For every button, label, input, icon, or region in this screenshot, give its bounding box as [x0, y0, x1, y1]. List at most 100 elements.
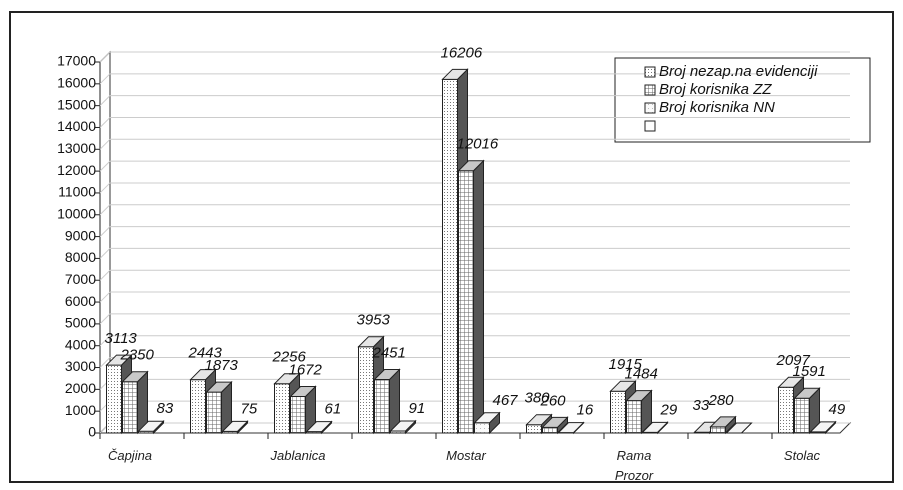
y-tick-label: 11000 — [58, 184, 96, 200]
bar — [794, 397, 810, 434]
bar-side — [473, 159, 484, 435]
legend-swatch — [644, 84, 656, 96]
data-label: 380 — [525, 390, 551, 407]
grid-line — [99, 160, 111, 172]
y-tick-label: 0 — [88, 424, 96, 440]
data-label: 49 — [829, 401, 846, 418]
y-tick-label: 15000 — [57, 96, 96, 112]
data-label: 2350 — [120, 347, 155, 364]
y-tick-label: 5000 — [65, 315, 96, 331]
data-label: 75 — [241, 400, 258, 417]
legend-label: Broj korisnika NN — [659, 99, 775, 116]
bar-top — [273, 373, 301, 385]
legend-label: Broj nezap.na evidenciji — [659, 63, 818, 80]
bar-top — [189, 369, 217, 381]
legend-swatch — [644, 120, 656, 132]
bar-top — [809, 421, 837, 433]
bar — [274, 383, 290, 434]
bar — [206, 391, 222, 434]
y-tick-label: 10000 — [57, 205, 96, 221]
bar — [626, 400, 642, 434]
data-label: 280 — [708, 392, 735, 409]
legend-swatch — [644, 66, 656, 78]
x-tick-label: Čapjina — [107, 448, 153, 463]
bar — [122, 381, 138, 434]
grid-line — [99, 248, 111, 259]
data-label: 91 — [409, 400, 426, 417]
data-label: 2451 — [372, 344, 406, 361]
bar — [710, 426, 726, 434]
bar-top — [105, 354, 133, 366]
x-tick-label: Mostar — [446, 448, 486, 463]
data-label: 2097 — [776, 352, 811, 369]
data-label: 1672 — [289, 361, 323, 378]
y-tick-label: 1000 — [65, 402, 96, 418]
data-label: 16 — [577, 402, 594, 419]
y-tick-label: 4000 — [65, 336, 96, 352]
bar-top — [777, 376, 805, 388]
data-label: 3113 — [105, 330, 138, 347]
bar-top — [373, 369, 401, 381]
bar-top — [525, 414, 553, 426]
y-tick-label: 6000 — [65, 293, 96, 309]
y-tick-label: 2000 — [65, 380, 96, 396]
y-tick-label: 12000 — [57, 162, 96, 178]
bar — [374, 379, 390, 434]
y-tick-label: 3000 — [65, 358, 96, 374]
x-tick-label: Stolac — [783, 448, 821, 463]
bar — [458, 170, 474, 434]
bar-top — [137, 420, 165, 432]
grid-line — [99, 182, 111, 194]
data-label: 29 — [660, 401, 678, 418]
grid-line — [99, 226, 111, 237]
bar-top — [641, 421, 669, 433]
y-tick-label: 16000 — [57, 75, 96, 91]
grid-line — [99, 269, 111, 281]
bar — [290, 396, 306, 434]
grid-line — [99, 313, 111, 325]
bar — [106, 364, 122, 434]
data-label: 1591 — [793, 363, 826, 380]
y-tick-label: 13000 — [57, 140, 96, 156]
grid-line — [99, 357, 111, 368]
data-label: 1915 — [609, 356, 643, 373]
data-label: 2443 — [188, 345, 223, 362]
grid-line — [99, 51, 111, 63]
bar-top — [357, 336, 385, 348]
legend — [614, 57, 871, 143]
y-tick-label: 8000 — [65, 249, 96, 265]
grid-line — [99, 95, 111, 107]
y-tick-label: 14000 — [57, 118, 96, 134]
grid-line — [99, 204, 111, 216]
bar-top — [121, 371, 149, 383]
y-tick-label: 9000 — [65, 227, 96, 243]
bar-top — [289, 386, 317, 398]
y-tick-label: 17000 — [57, 53, 96, 69]
data-label: 33 — [693, 397, 710, 414]
data-label: 61 — [325, 401, 342, 418]
bar-top — [709, 416, 737, 428]
legend-label: Broj korisnika ZZ — [659, 81, 772, 98]
bar — [442, 78, 458, 434]
data-label: 467 — [493, 392, 519, 409]
grid-line — [99, 73, 111, 85]
data-label: 16206 — [441, 44, 483, 61]
bar-top — [305, 421, 333, 433]
bar — [778, 386, 794, 434]
bar-top — [457, 160, 485, 172]
y-tick-label: 7000 — [65, 271, 96, 287]
bar-top — [625, 390, 653, 402]
grid-line — [99, 335, 111, 347]
bar-top — [725, 422, 753, 434]
data-label: 3953 — [357, 312, 391, 329]
data-label: 83 — [157, 400, 174, 417]
grid-line — [99, 117, 111, 128]
bar — [190, 379, 206, 434]
bar — [526, 424, 542, 434]
x-tick-label: Rama Prozor — [614, 448, 654, 483]
data-label: 12016 — [457, 136, 499, 153]
bar — [474, 422, 490, 434]
x-tick-label: Jablanica — [270, 448, 326, 463]
